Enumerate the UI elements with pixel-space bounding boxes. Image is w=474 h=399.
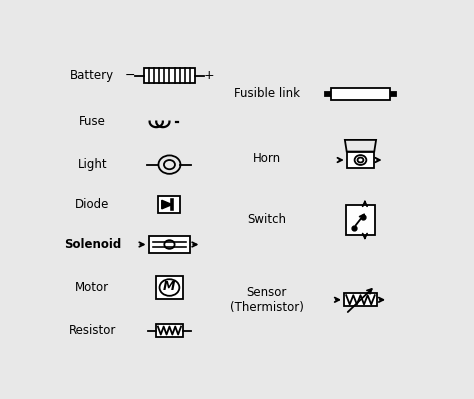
Bar <box>391 92 396 96</box>
Polygon shape <box>162 200 172 209</box>
Bar <box>144 68 195 83</box>
Bar <box>346 152 374 168</box>
Bar <box>331 88 390 100</box>
Text: Motor: Motor <box>75 281 109 294</box>
Bar <box>344 293 377 306</box>
Text: +: + <box>204 69 214 82</box>
Bar <box>155 324 183 337</box>
Bar <box>149 236 190 253</box>
Text: Horn: Horn <box>253 152 281 165</box>
Text: Light: Light <box>77 158 107 171</box>
Bar <box>158 196 181 213</box>
Text: Resistor: Resistor <box>69 324 116 337</box>
Text: Sensor
(Thermistor): Sensor (Thermistor) <box>230 286 304 314</box>
Text: Battery: Battery <box>70 69 114 82</box>
Text: Fuse: Fuse <box>79 115 106 128</box>
Bar <box>155 276 183 299</box>
Text: Fusible link: Fusible link <box>234 87 300 101</box>
Text: Diode: Diode <box>75 198 109 211</box>
Text: −: − <box>125 69 135 82</box>
Text: M: M <box>163 280 176 293</box>
Bar <box>346 205 375 235</box>
Bar <box>325 92 330 96</box>
Text: Switch: Switch <box>247 213 286 226</box>
Text: Solenoid: Solenoid <box>64 238 121 251</box>
